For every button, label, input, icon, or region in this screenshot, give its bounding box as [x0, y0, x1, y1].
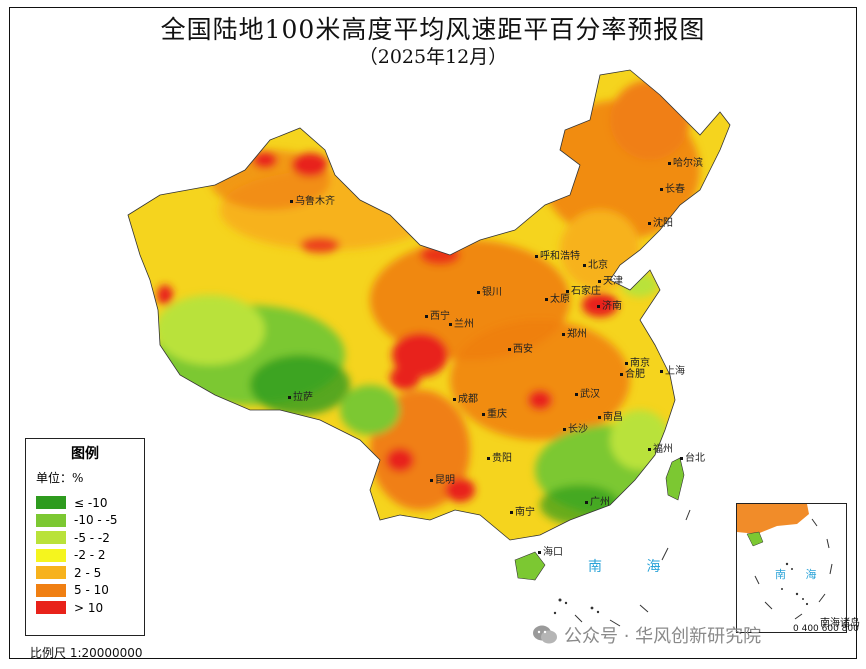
map-legend: 图例 单位：% ≤ -10 -10 - -5 -5 - -2 -2 - 2 2 - 5 5… — [25, 438, 145, 636]
city-label: 贵阳 — [487, 449, 512, 464]
nine-dash-line — [574, 509, 691, 627]
taiwan-island — [665, 457, 685, 501]
city-label: 南京 — [625, 354, 650, 369]
city-label: 兰州 — [449, 315, 474, 330]
city-label: 济南 — [597, 297, 622, 312]
legend-label: -2 - 2 — [74, 548, 106, 563]
legend-swatch — [36, 531, 66, 545]
map-title: 全国陆地100米高度平均风速距平百分率预报图 — [160, 15, 706, 44]
city-label: 昆明 — [430, 471, 455, 486]
scale-text: 比例尺 1:20000000 — [30, 646, 143, 660]
map-frame — [9, 7, 857, 659]
city-label: 西宁 — [425, 307, 450, 322]
city-label: 台北 — [680, 449, 705, 464]
legend-rows: ≤ -10 -10 - -5 -5 - -2 -2 - 2 2 - 5 5 - 10 > 1… — [26, 494, 144, 617]
legend-label: -10 - -5 — [74, 513, 118, 528]
inset-scale: 0 400 600 800 — [793, 624, 859, 634]
legend-item: -5 - -2 — [36, 529, 144, 547]
city-label: 重庆 — [482, 405, 507, 420]
legend-label: -5 - -2 — [74, 530, 110, 545]
city-label: 郑州 — [562, 325, 587, 340]
legend-swatch — [36, 601, 66, 615]
city-label: 乌鲁木齐 — [290, 192, 335, 207]
city-label: 石家庄 — [566, 282, 601, 297]
legend-label: 5 - 10 — [74, 583, 109, 598]
city-label: 西安 — [508, 340, 533, 355]
city-label: 武汉 — [575, 385, 600, 400]
city-label: 拉萨 — [288, 388, 313, 403]
legend-item: -2 - 2 — [36, 547, 144, 565]
legend-swatch — [36, 513, 66, 527]
watermark-text: 公众号 · 华风创新研究院 — [564, 626, 762, 647]
city-label: 北京 — [583, 256, 608, 271]
city-label: 合肥 — [620, 365, 645, 380]
legend-unit: 单位：% — [36, 471, 84, 485]
city-label: 哈尔滨 — [668, 154, 703, 169]
legend-swatch — [36, 496, 66, 510]
legend-item: > 10 — [36, 599, 144, 617]
wechat-icon — [533, 625, 557, 644]
legend-label: 2 - 5 — [74, 565, 102, 580]
national-border — [127, 69, 731, 541]
legend-item: 2 - 5 — [36, 564, 144, 582]
city-label: 南宁 — [510, 503, 535, 518]
city-label: 沈阳 — [648, 214, 673, 229]
legend-label: > 10 — [74, 600, 104, 615]
city-label: 太原 — [545, 290, 570, 305]
legend-label: ≤ -10 — [74, 495, 108, 510]
city-label: 南昌 — [598, 408, 623, 423]
hainan-island — [514, 551, 546, 581]
legend-swatch — [36, 583, 66, 597]
city-label: 广州 — [585, 493, 610, 508]
city-label: 长春 — [660, 180, 685, 195]
south-china-sea-inset: 南 海 — [736, 503, 847, 633]
legend-swatch — [36, 566, 66, 580]
city-label: 呼和浩特 — [535, 247, 580, 262]
legend-swatch — [36, 548, 66, 562]
legend-item: ≤ -10 — [36, 494, 144, 512]
map-subtitle: （2025年12月） — [358, 46, 508, 68]
city-label: 长沙 — [563, 420, 588, 435]
city-label: 海口 — [538, 543, 563, 558]
city-label: 天津 — [598, 272, 623, 287]
city-label: 成都 — [453, 390, 478, 405]
inset-map — [737, 504, 833, 620]
city-label: 福州 — [648, 440, 673, 455]
city-label: 上海 — [660, 362, 685, 377]
inset-sea-label: 南 海 — [775, 568, 825, 581]
legend-title: 图例 — [71, 446, 99, 462]
legend-item: -10 - -5 — [36, 512, 144, 530]
south-sea-islands — [553, 598, 600, 615]
sea-label: 南 海 — [588, 559, 681, 575]
city-label: 银川 — [477, 283, 502, 298]
inset-label: 南海诸岛 — [820, 618, 860, 629]
legend-item: 5 - 10 — [36, 582, 144, 600]
watermark: 公众号 · 华风创新研究院 — [532, 622, 761, 648]
